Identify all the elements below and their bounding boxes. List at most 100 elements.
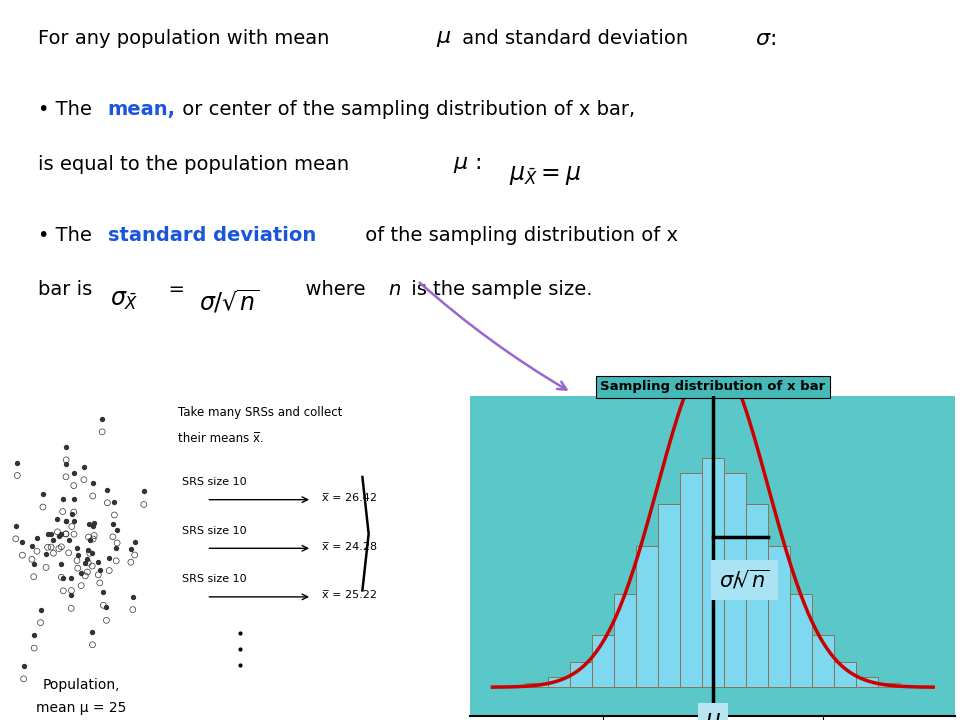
Point: [10, 469, 25, 481]
Point: [64, 508, 80, 519]
Point: [51, 530, 66, 541]
Bar: [613, 594, 636, 688]
Point: [43, 528, 59, 540]
Text: bar is: bar is: [38, 280, 106, 299]
Point: [40, 528, 56, 540]
Text: where: where: [293, 280, 372, 299]
Point: [59, 516, 74, 527]
Point: [54, 572, 69, 583]
Title: Sampling distribution of x bar: Sampling distribution of x bar: [600, 380, 826, 393]
Text: mean,: mean,: [108, 100, 176, 120]
Point: [80, 553, 95, 564]
Point: [56, 572, 71, 584]
Point: [69, 555, 84, 567]
Point: [82, 547, 97, 559]
Point: [54, 559, 69, 570]
Point: [82, 534, 97, 546]
Point: [54, 541, 69, 552]
Text: Take many SRSs and collect: Take many SRSs and collect: [178, 406, 342, 419]
Point: [127, 549, 142, 561]
Text: is equal to the population mean: is equal to the population mean: [38, 155, 356, 174]
Point: [59, 516, 74, 527]
Bar: [525, 683, 547, 688]
Bar: [856, 677, 878, 688]
Text: $\sigma$:: $\sigma$:: [755, 30, 776, 49]
Point: [109, 524, 125, 536]
Point: [76, 474, 91, 485]
Text: is the sample size.: is the sample size.: [405, 280, 592, 299]
Point: [109, 537, 125, 549]
Point: [127, 536, 142, 548]
Point: [38, 549, 54, 560]
Point: [86, 530, 102, 541]
Text: SRS size 10: SRS size 10: [182, 575, 247, 584]
Point: [107, 496, 122, 508]
Point: [108, 555, 124, 567]
Point: [74, 580, 89, 591]
Point: [125, 591, 140, 603]
Bar: [768, 546, 790, 688]
Point: [78, 570, 93, 582]
Text: $\sigma/\sqrt{n}$: $\sigma/\sqrt{n}$: [199, 288, 259, 315]
Point: [84, 626, 100, 638]
Point: [64, 521, 80, 532]
Point: [81, 518, 96, 530]
Point: [70, 562, 85, 574]
Point: [84, 639, 100, 651]
Point: [66, 480, 82, 491]
Point: [81, 557, 96, 569]
Point: [85, 534, 101, 545]
Point: [27, 629, 42, 641]
Point: [24, 541, 39, 552]
Point: [16, 660, 32, 672]
Point: [94, 426, 109, 438]
Bar: [658, 504, 680, 688]
Point: [99, 615, 114, 626]
Point: [78, 557, 93, 569]
Text: x̅ = 26.42: x̅ = 26.42: [322, 493, 376, 503]
Text: $\sigma_{\bar{X}}$: $\sigma_{\bar{X}}$: [110, 288, 139, 312]
Point: [76, 461, 91, 472]
Point: [102, 552, 117, 563]
Point: [63, 590, 79, 601]
Point: [74, 567, 89, 578]
Point: [8, 533, 23, 544]
Bar: [724, 473, 746, 688]
Point: [43, 541, 59, 553]
Point: [46, 547, 61, 559]
Point: [33, 604, 48, 616]
Point: [10, 456, 25, 468]
Point: [36, 501, 51, 513]
Point: [80, 566, 95, 577]
Point: [85, 477, 101, 489]
Point: [14, 549, 30, 561]
Text: their means x̅.: their means x̅.: [178, 431, 263, 445]
Point: [69, 542, 84, 554]
Point: [123, 557, 138, 568]
Point: [102, 564, 117, 576]
Text: SRS size 10: SRS size 10: [182, 477, 247, 487]
Point: [99, 602, 114, 613]
Bar: [790, 594, 812, 688]
Text: $\mu$ :: $\mu$ :: [453, 155, 482, 174]
Point: [38, 562, 54, 573]
Text: $\sigma/\!\sqrt{n}$: $\sigma/\!\sqrt{n}$: [719, 569, 770, 592]
Point: [51, 543, 66, 554]
Point: [123, 544, 138, 555]
Point: [90, 569, 106, 580]
Point: [26, 571, 41, 582]
Point: [96, 600, 111, 611]
Point: [108, 542, 124, 554]
Point: [46, 534, 61, 546]
Text: or center of the sampling distribution of x bar,: or center of the sampling distribution o…: [176, 100, 635, 120]
Text: standard deviation: standard deviation: [108, 225, 316, 245]
Text: of the sampling distribution of x: of the sampling distribution of x: [359, 225, 678, 245]
Point: [84, 560, 100, 572]
Point: [59, 528, 74, 540]
Point: [66, 516, 82, 527]
Point: [27, 642, 42, 654]
Bar: [812, 635, 834, 688]
Text: and standard deviation: and standard deviation: [456, 30, 694, 48]
Bar: [591, 635, 613, 688]
Point: [90, 556, 106, 567]
